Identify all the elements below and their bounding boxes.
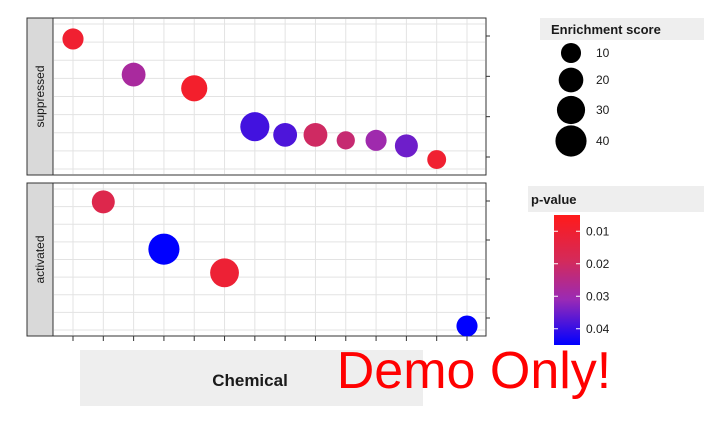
- data-point: [303, 122, 328, 147]
- color-legend-title: p-value: [531, 192, 577, 207]
- size-legend-dot: [558, 67, 584, 93]
- data-point: [91, 190, 115, 214]
- strip-activated: [26, 182, 54, 337]
- data-point: [240, 112, 270, 142]
- size-legend-label: 10: [596, 46, 610, 60]
- color-bar: [554, 215, 580, 345]
- data-point: [456, 315, 478, 337]
- data-point: [394, 134, 418, 158]
- gridlines-suppressed: [54, 19, 485, 174]
- data-point: [148, 233, 180, 265]
- size-legend-items: 10 20 30 40: [555, 42, 610, 157]
- watermark-text: Demo Only!: [337, 342, 612, 400]
- data-point: [427, 150, 447, 169]
- size-legend-label: 20: [596, 73, 610, 87]
- size-legend-label: 40: [596, 134, 610, 148]
- strip-suppressed: [26, 17, 54, 176]
- data-point: [365, 129, 387, 151]
- gridlines-activated: [54, 184, 485, 335]
- size-legend-label: 30: [596, 103, 610, 117]
- size-legend-title: Enrichment score: [551, 22, 661, 37]
- size-legend: Enrichment score 10 20 30 40: [540, 18, 704, 157]
- size-legend-dot: [556, 95, 586, 125]
- color-legend-label: 0.03: [586, 289, 610, 303]
- data-point: [121, 62, 146, 87]
- x-axis-title: Chemical: [212, 371, 288, 390]
- color-legend: p-value 0.01 0.02 0.03 0.04: [528, 186, 704, 345]
- data-point: [210, 258, 239, 288]
- color-legend-label: 0.02: [586, 257, 610, 271]
- strip-label-suppressed: suppressed: [33, 65, 47, 127]
- data-point: [273, 122, 298, 147]
- panel-activated: activated: [26, 182, 487, 337]
- size-legend-dot: [555, 125, 587, 157]
- points-suppressed: [62, 28, 447, 169]
- data-point: [181, 75, 208, 102]
- strip-label-activated: activated: [33, 235, 47, 283]
- size-legend-dot: [560, 42, 582, 64]
- x-axis-title-strip: [80, 350, 423, 406]
- data-point: [62, 28, 84, 50]
- data-point: [336, 131, 355, 150]
- points-activated: [91, 190, 478, 337]
- color-legend-label: 0.01: [586, 224, 610, 238]
- color-legend-label: 0.04: [586, 322, 610, 336]
- panel-suppressed: suppressed: [26, 17, 487, 176]
- color-legend-title-bg: [528, 186, 704, 212]
- color-legend-ticks: 0.01 0.02 0.03 0.04: [554, 224, 610, 336]
- axis-ticks: [72, 35, 490, 341]
- size-legend-title-bg: [540, 18, 704, 40]
